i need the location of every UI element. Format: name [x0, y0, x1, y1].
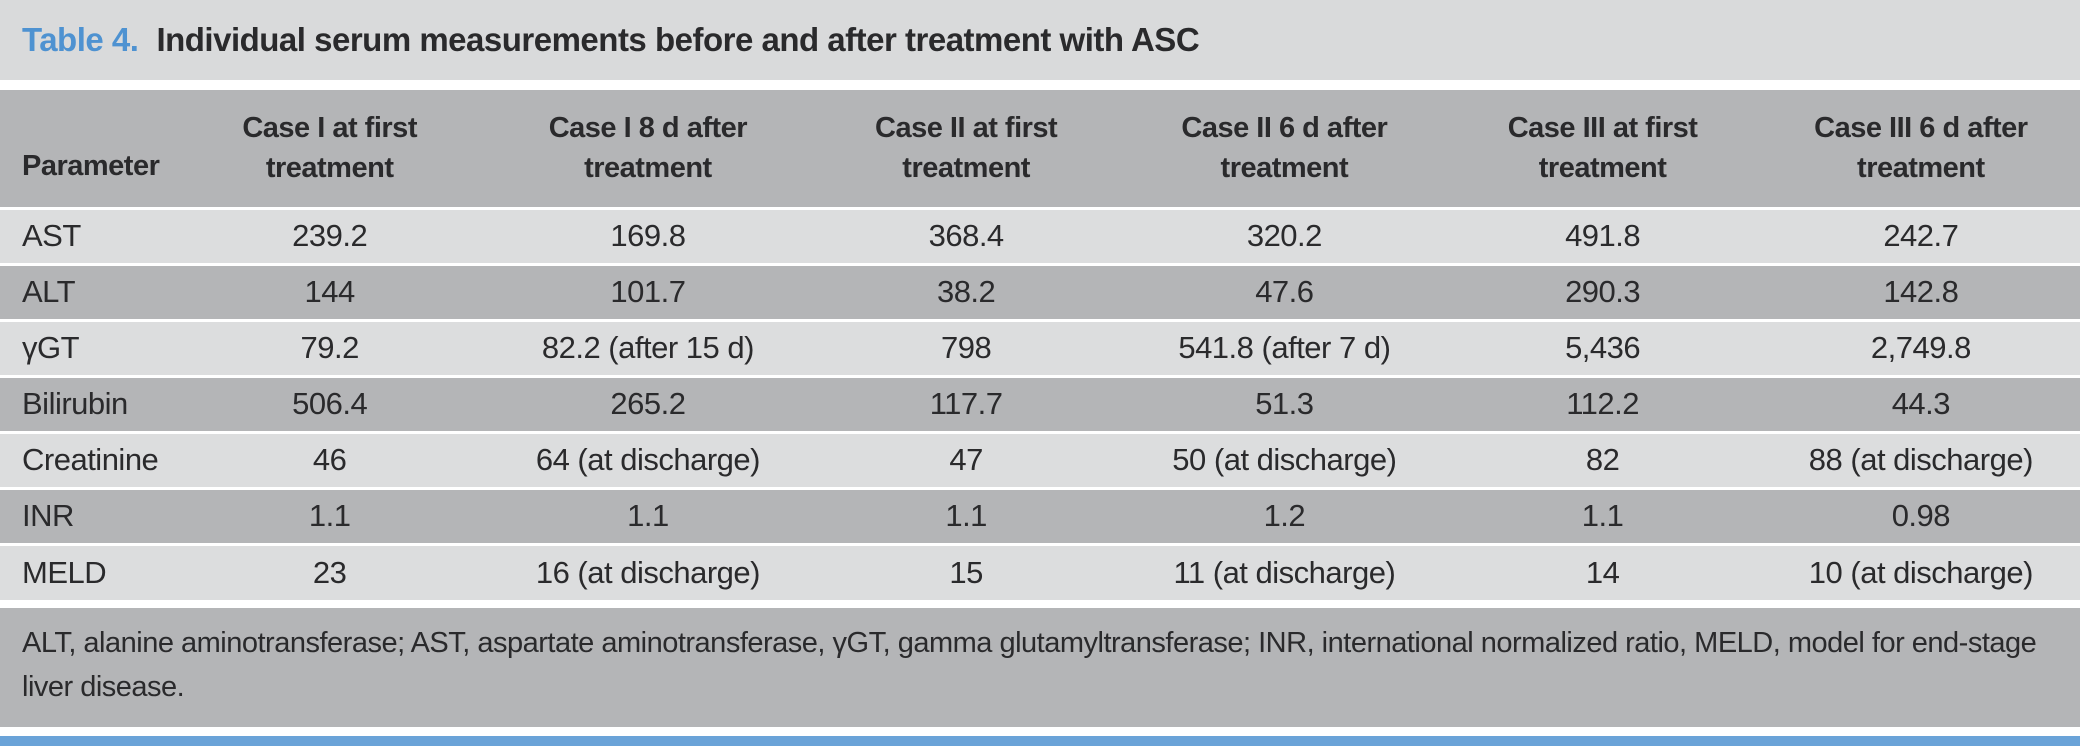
- column-header-case2-after: Case II 6 d after treatment: [1125, 90, 1444, 208]
- cell: 47: [807, 430, 1126, 488]
- cell: 368.4: [807, 206, 1126, 264]
- cell: 14: [1443, 542, 1762, 600]
- row-header: ALT: [0, 262, 171, 320]
- cell: 82.2 (after 15 d): [488, 318, 808, 376]
- cell: 491.8: [1443, 206, 1762, 264]
- table-number-label: Table 4.: [22, 21, 139, 58]
- cell: 38.2: [807, 262, 1126, 320]
- table-row-ggt: γGT 79.2 82.2 (after 15 d) 798 541.8 (af…: [0, 318, 2080, 376]
- row-header: MELD: [0, 542, 171, 600]
- column-header-case3-first: Case III at first treatment: [1443, 90, 1762, 208]
- cell: 46: [170, 430, 489, 488]
- table-row-inr: INR 1.1 1.1 1.1 1.2 1.1 0.98: [0, 486, 2080, 544]
- cell: 64 (at discharge): [488, 430, 808, 488]
- cell: 112.2: [1443, 374, 1762, 432]
- table-row-meld: MELD 23 16 (at discharge) 15 11 (at disc…: [0, 542, 2080, 600]
- cell: 50 (at discharge): [1125, 430, 1444, 488]
- cell: 79.2: [170, 318, 489, 376]
- row-header: Bilirubin: [0, 374, 171, 432]
- cell: 10 (at discharge): [1761, 542, 2080, 600]
- cell: 798: [807, 318, 1126, 376]
- cell: 1.1: [170, 486, 489, 544]
- row-header: AST: [0, 206, 171, 264]
- column-header-case1-after: Case I 8 d after treatment: [488, 90, 808, 208]
- cell: 11 (at discharge): [1125, 542, 1444, 600]
- cell: 142.8: [1761, 262, 2080, 320]
- column-header-parameter: Parameter: [0, 90, 171, 208]
- cell: 1.1: [488, 486, 808, 544]
- row-header: INR: [0, 486, 171, 544]
- bottom-rule: [0, 736, 2080, 746]
- row-header: γGT: [0, 318, 171, 376]
- header-row: Parameter Case I at first treatment Case…: [0, 90, 2080, 208]
- cell: 541.8 (after 7 d): [1125, 318, 1444, 376]
- cell: 47.6: [1125, 262, 1444, 320]
- cell: 2,749.8: [1761, 318, 2080, 376]
- table-row-bilirubin: Bilirubin 506.4 265.2 117.7 51.3 112.2 4…: [0, 374, 2080, 432]
- table-row-ast: AST 239.2 169.8 368.4 320.2 491.8 242.7: [0, 206, 2080, 264]
- cell: 16 (at discharge): [488, 542, 808, 600]
- table-title-band: Table 4. Individual serum measurements b…: [0, 0, 2080, 80]
- cell: 265.2: [488, 374, 808, 432]
- cell: 1.1: [807, 486, 1126, 544]
- cell: 242.7: [1761, 206, 2080, 264]
- column-header-case3-after: Case III 6 d after treatment: [1761, 90, 2080, 208]
- cell: 0.98: [1761, 486, 2080, 544]
- cell: 239.2: [170, 206, 489, 264]
- cell: 82: [1443, 430, 1762, 488]
- row-header: Creatinine: [0, 430, 171, 488]
- cell: 290.3: [1443, 262, 1762, 320]
- cell: 5,436: [1443, 318, 1762, 376]
- table-row-creatinine: Creatinine 46 64 (at discharge) 47 50 (a…: [0, 430, 2080, 488]
- table-title: Individual serum measurements before and…: [156, 21, 1200, 58]
- title-header-divider: [0, 80, 2080, 90]
- cell: 144: [170, 262, 489, 320]
- cell: 51.3: [1125, 374, 1444, 432]
- cell: 506.4: [170, 374, 489, 432]
- cell: 117.7: [807, 374, 1126, 432]
- cell: 15: [807, 542, 1126, 600]
- serum-measurements-table: Parameter Case I at first treatment Case…: [0, 90, 2080, 600]
- cell: 101.7: [488, 262, 808, 320]
- column-header-case2-first: Case II at first treatment: [807, 90, 1126, 208]
- table-footnote: ALT, alanine aminotransferase; AST, aspa…: [0, 608, 2080, 727]
- column-header-case1-first: Case I at first treatment: [170, 90, 489, 208]
- cell: 1.1: [1443, 486, 1762, 544]
- cell: 320.2: [1125, 206, 1444, 264]
- table-row-alt: ALT 144 101.7 38.2 47.6 290.3 142.8: [0, 262, 2080, 320]
- cell: 44.3: [1761, 374, 2080, 432]
- cell: 23: [170, 542, 489, 600]
- cell: 169.8: [488, 206, 808, 264]
- cell: 88 (at discharge): [1761, 430, 2080, 488]
- cell: 1.2: [1125, 486, 1444, 544]
